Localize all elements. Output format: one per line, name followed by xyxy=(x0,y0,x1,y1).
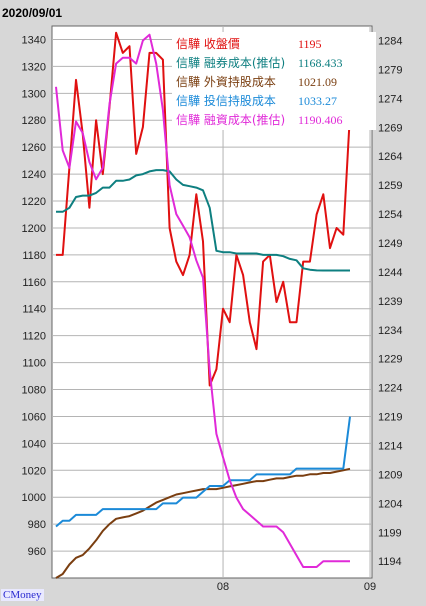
left-tick-label: 1280 xyxy=(22,115,46,127)
legend-entry-value: 1190.406 xyxy=(298,113,343,127)
right-tick-label: 1229 xyxy=(378,354,402,366)
left-tick-label: 980 xyxy=(28,519,46,531)
left-tick-label: 960 xyxy=(28,546,46,558)
right-tick-label: 1224 xyxy=(378,383,402,395)
legend: 信驊 收盤價 1195 信驊 融券成本(推估) 1168.433 信驊 外資持股成本 10… xyxy=(172,32,376,130)
series-line-trust_cost xyxy=(55,416,351,528)
legend-box xyxy=(172,32,376,130)
left-tick-label: 1180 xyxy=(22,250,46,262)
legend-entry-label: 信驊 融券成本(推估) xyxy=(176,55,285,70)
left-tick-label: 1020 xyxy=(22,465,46,477)
right-axis: 1194 1199 1204 1209 1214 1219 1224 1229 1234 1239… xyxy=(378,35,402,568)
left-tick-label: 1220 xyxy=(22,196,46,208)
right-tick-label: 1194 xyxy=(378,556,402,568)
right-tick-label: 1269 xyxy=(378,122,402,134)
series-line-foreign_cost xyxy=(55,467,351,579)
x-tick-label: 09 xyxy=(364,581,376,593)
right-tick-label: 1254 xyxy=(378,209,402,221)
left-tick-label: 1040 xyxy=(22,438,46,450)
left-tick-label: 1140 xyxy=(22,304,46,316)
right-tick-label: 1274 xyxy=(378,93,402,105)
legend-entry-value: 1195 xyxy=(298,37,322,51)
right-tick-label: 1279 xyxy=(378,64,402,76)
brand-logo: CMoney xyxy=(1,589,44,601)
left-tick-label: 1160 xyxy=(22,277,46,289)
legend-entry-label: 信驊 外資持股成本 xyxy=(176,74,276,89)
legend-entry-label: 信驊 融資成本(推估) xyxy=(176,113,285,127)
right-tick-label: 1199 xyxy=(378,527,402,539)
x-axis: 08 09 xyxy=(217,581,376,593)
right-tick-label: 1284 xyxy=(378,35,402,47)
series-line-short_cost xyxy=(56,169,350,272)
left-tick-label: 1060 xyxy=(22,411,46,423)
series-lines xyxy=(55,31,351,579)
left-tick-label: 1240 xyxy=(22,169,46,181)
right-tick-label: 1249 xyxy=(378,238,402,250)
left-tick-label: 1260 xyxy=(22,142,46,154)
legend-entry-label: 信驊 收盤價 xyxy=(176,37,240,51)
left-tick-label: 1340 xyxy=(22,34,46,46)
left-tick-label: 1300 xyxy=(22,88,46,100)
left-tick-label: 1320 xyxy=(22,61,46,73)
chart-date: 2020/09/01 xyxy=(2,6,63,20)
right-tick-label: 1214 xyxy=(378,440,402,452)
right-tick-label: 1204 xyxy=(378,498,402,510)
right-tick-label: 1244 xyxy=(378,267,402,279)
right-tick-label: 1234 xyxy=(378,325,402,337)
left-tick-label: 1200 xyxy=(22,223,46,235)
legend-entry-value: 1168.433 xyxy=(298,56,343,70)
right-tick-label: 1209 xyxy=(378,469,402,481)
legend-entry-value: 1021.09 xyxy=(298,75,337,89)
left-tick-label: 1000 xyxy=(22,492,46,504)
right-tick-label: 1264 xyxy=(378,151,402,163)
series-line-margin_cost xyxy=(55,33,350,568)
right-tick-label: 1259 xyxy=(378,180,402,192)
left-axis: 960 980 1000 1020 1040 1060 1080 1100 1120 1140 11… xyxy=(22,34,46,558)
x-tick-label: 08 xyxy=(217,581,229,593)
right-tick-label: 1219 xyxy=(378,412,402,424)
left-tick-label: 1100 xyxy=(22,358,46,370)
left-tick-label: 1080 xyxy=(22,385,46,397)
legend-entry-value: 1033.27 xyxy=(298,94,337,108)
legend-entry-label: 信驊 投信持股成本 xyxy=(176,93,276,108)
left-tick-label: 1120 xyxy=(22,331,46,343)
right-tick-label: 1239 xyxy=(378,296,402,308)
